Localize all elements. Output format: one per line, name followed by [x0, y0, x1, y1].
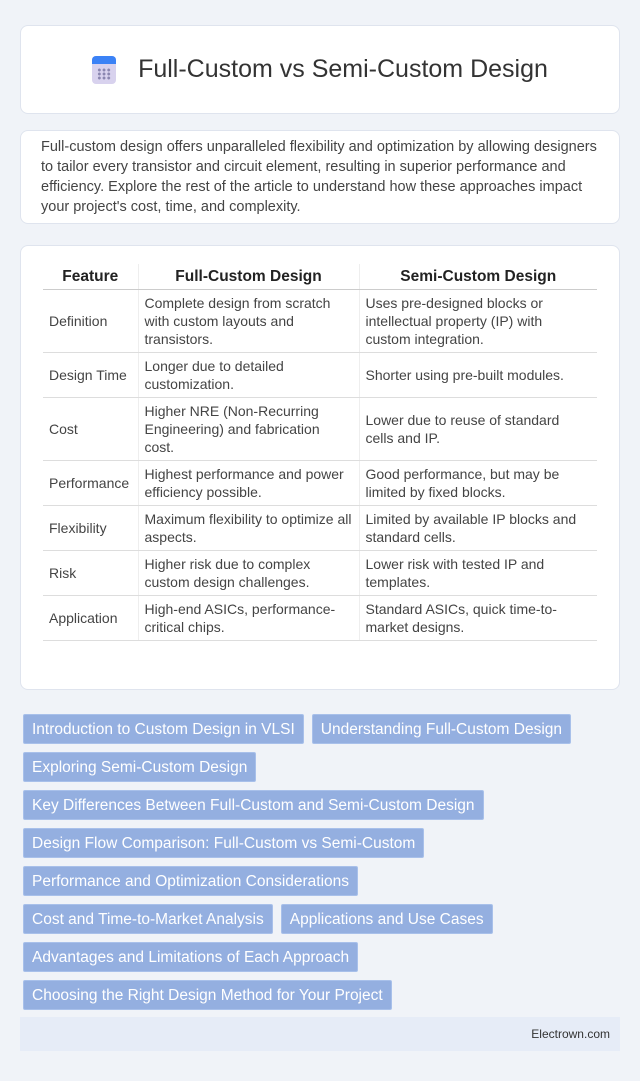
table-cell: Definition — [43, 289, 138, 353]
header-card: Full-Custom vs Semi-Custom Design — [20, 25, 620, 114]
table-cell: High-end ASICs, performance-critical chi… — [137, 595, 359, 641]
table-cell: Complete design from scratch with custom… — [137, 289, 359, 353]
table-cell: Cost — [43, 397, 138, 461]
table-cell: Shorter using pre-built modules. — [358, 352, 597, 398]
table-cell: Performance — [43, 460, 138, 506]
comparison-table: Feature Full-Custom Design Semi-Custom D… — [43, 264, 597, 641]
topic-tag-link[interactable]: Exploring Semi-Custom Design — [23, 752, 257, 782]
column-header: Semi-Custom Design — [358, 264, 597, 290]
table-cell: Higher NRE (Non-Recurring Engineering) a… — [137, 397, 359, 461]
table-row: Definition Complete design from scratch w… — [43, 289, 597, 353]
comparison-table-card: Feature Full-Custom Design Semi-Custom D… — [20, 245, 620, 690]
table-cell: Highest performance and power efficiency… — [137, 460, 359, 506]
table-cell: Lower risk with tested IP and templates. — [358, 550, 597, 596]
table-cell: Risk — [43, 550, 138, 596]
topic-tag-link[interactable]: Introduction to Custom Design in VLSI — [23, 714, 304, 744]
table-cell: Good performance, but may be limited by … — [358, 460, 597, 506]
column-header: Feature — [43, 264, 138, 290]
footer-brand: Electrown.com — [531, 1027, 610, 1041]
table-cell: Lower due to reuse of standard cells and… — [358, 397, 597, 461]
topic-tag-link[interactable]: Applications and Use Cases — [280, 904, 493, 934]
table-cell: Longer due to detailed customization. — [137, 352, 359, 398]
table-row: Design Time Longer due to detailed custom… — [43, 352, 597, 398]
table-row: Performance Highest performance and power… — [43, 460, 597, 506]
intro-card: Full-custom design offers unparalleled f… — [20, 130, 620, 224]
topic-tag-link[interactable]: Advantages and Limitations of Each Appro… — [23, 942, 359, 972]
footer: Electrown.com — [20, 1017, 620, 1051]
table-cell: Higher risk due to complex custom design… — [137, 550, 359, 596]
table-header-row: Feature Full-Custom Design Semi-Custom D… — [43, 264, 597, 290]
table-cell: Design Time — [43, 352, 138, 398]
table-cell: Application — [43, 595, 138, 641]
table-cell: Limited by available IP blocks and stand… — [358, 505, 597, 551]
topic-tag-link[interactable]: Performance and Optimization Considerati… — [23, 866, 359, 896]
table-row: Application High-end ASICs, performance-c… — [43, 595, 597, 641]
topic-tag-link[interactable]: Key Differences Between Full-Custom and … — [23, 790, 484, 820]
topic-tag-link[interactable]: Understanding Full-Custom Design — [311, 714, 571, 744]
page-title: Full-Custom vs Semi-Custom Design — [138, 55, 548, 83]
topic-tag-link[interactable]: Cost and Time-to-Market Analysis — [23, 904, 273, 934]
topic-tag-link[interactable]: Design Flow Comparison: Full-Custom vs S… — [23, 828, 425, 858]
table-row: Risk Higher risk due to complex custom de… — [43, 550, 597, 596]
table-cell: Maximum flexibility to optimize all aspe… — [137, 505, 359, 551]
topic-tags: Introduction to Custom Design in VLSI Und… — [23, 714, 603, 1010]
column-header: Full-Custom Design — [137, 264, 359, 290]
table-cell: Flexibility — [43, 505, 138, 551]
table-row: Cost Higher NRE (Non-Recurring Engineerin… — [43, 397, 597, 461]
intro-text: Full-custom design offers unparalleled f… — [41, 139, 597, 215]
table-cell: Standard ASICs, quick time-to-market des… — [358, 595, 597, 641]
table-row: Flexibility Maximum flexibility to optimi… — [43, 505, 597, 551]
table-cell: Uses pre-designed blocks or intellectual… — [358, 289, 597, 353]
calendar-icon — [92, 55, 117, 84]
topic-tag-link[interactable]: Choosing the Right Design Method for You… — [23, 980, 392, 1010]
